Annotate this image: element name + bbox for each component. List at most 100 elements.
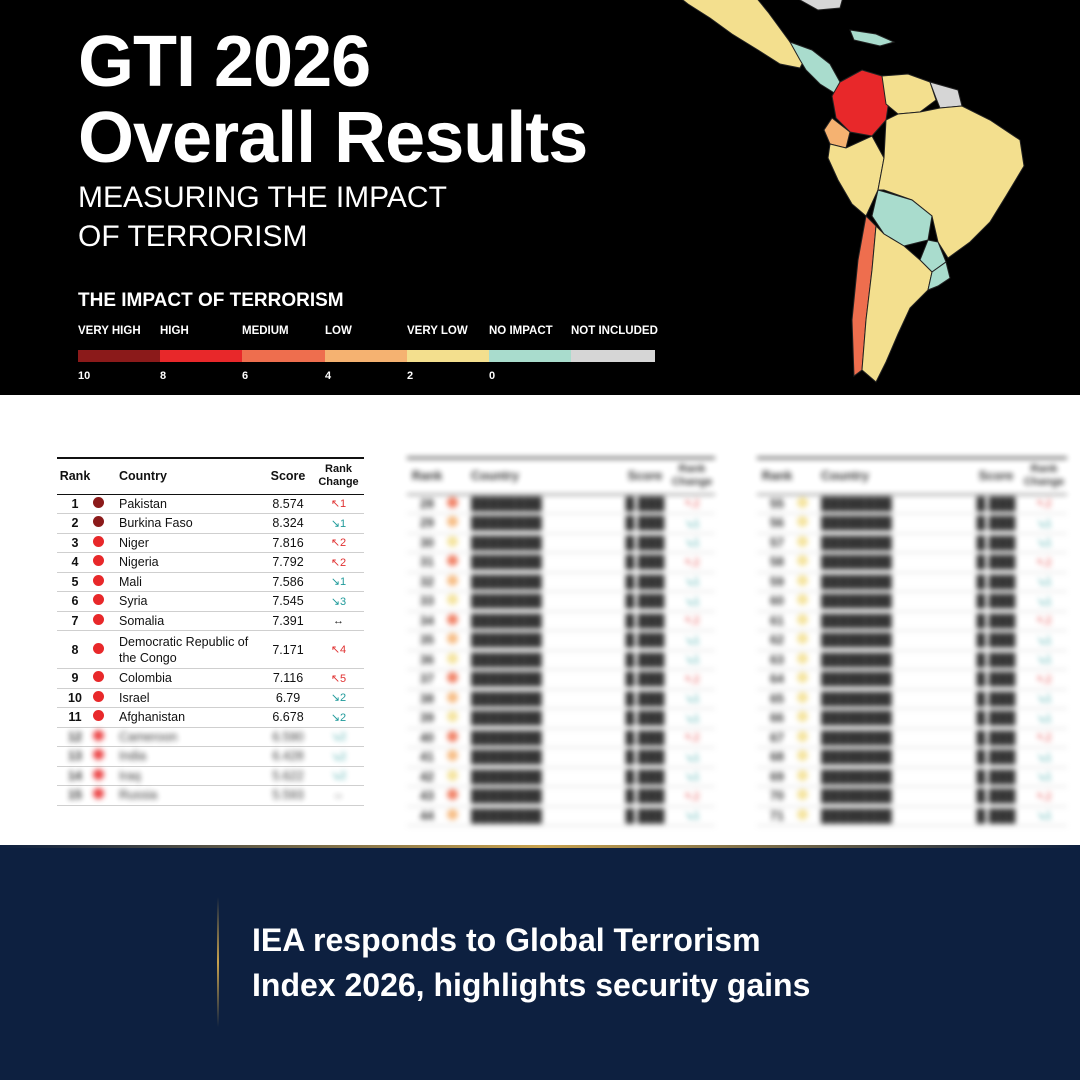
rank-change-cell: ↖4 <box>313 630 364 669</box>
rank-cell: 6 <box>57 591 93 612</box>
map-region-colombia <box>831 69 891 137</box>
impact-dot <box>93 710 104 722</box>
legend-swatch-not-included <box>571 350 655 362</box>
score-cell: 8.574 <box>263 494 313 514</box>
impact-dot-cell <box>93 611 119 631</box>
score-cell: 7.116 <box>263 668 313 689</box>
impact-dot <box>93 642 104 654</box>
rank-cell: 3 <box>57 533 93 553</box>
map-region-brazil <box>877 105 1025 259</box>
legend-scale-0: 0 <box>489 370 496 382</box>
rank-cell: 9 <box>57 668 93 689</box>
table-row-blurred: 34 ████████ █.███ ↖2 <box>407 611 715 631</box>
rank-change-cell: ↘1 <box>313 513 364 534</box>
table-row-blurred: 67 ████████ █.███ ↖2 <box>757 728 1067 748</box>
rank-cell: 11 <box>57 707 93 728</box>
map-region-usa-edge <box>799 0 843 11</box>
country-cell: Afghanistan <box>119 707 263 728</box>
legend-swatch-no-impact <box>489 350 571 362</box>
table-row: 3 Niger 7.816 ↖2 <box>57 533 364 553</box>
impact-dot-cell <box>93 630 119 669</box>
table-row: 8 Democratic Republic of the Congo 7.171 ↖4 <box>57 630 364 669</box>
score-cell: 8.324 <box>263 513 313 534</box>
impact-dot <box>93 690 104 702</box>
subtitle-line-2: OF TERRORISM <box>78 220 308 253</box>
column-header-score: Score <box>263 457 313 495</box>
table-row-blurred: 71 ████████ █.███ ↘1 <box>757 806 1067 826</box>
table-row-blurred: 69 ████████ █.███ ↘1 <box>757 767 1067 787</box>
headline-line-2: Index 2026, highlights security gains <box>252 967 811 1003</box>
score-cell: 6.678 <box>263 707 313 728</box>
table-row-blurred: 36 ████████ █.███ ↘1 <box>407 650 715 670</box>
table-row-blurred: 61 ████████ █.███ ↖2 <box>757 611 1067 631</box>
table-row-blurred: 33 ████████ █.███ ↘1 <box>407 591 715 612</box>
map-region-guianas <box>929 81 963 109</box>
table-row-blurred: 59 ████████ █.███ ↘1 <box>757 572 1067 592</box>
rank-cell: 1 <box>57 494 93 514</box>
rank-cell: 10 <box>57 688 93 708</box>
table-row-blurred: 57 ████████ █.███ ↘1 <box>757 533 1067 553</box>
impact-dot-cell <box>93 591 119 612</box>
impact-dot-cell <box>93 552 119 573</box>
headline-line-1: IEA responds to Global Terrorism <box>252 922 761 958</box>
rankings-table-blurred-rows: 12 Cameroon 6.590 ↘2 13 India 6.428 ↘2 14 Iraq 5… <box>57 727 364 806</box>
score-cell: 7.545 <box>263 591 313 612</box>
country-cell: Burkina Faso <box>119 513 263 534</box>
table-row-blurred: 42 ████████ █.███ ↘1 <box>407 767 715 787</box>
country-cell: Syria <box>119 591 263 612</box>
legend-scale-8: 8 <box>160 370 167 382</box>
impact-dot-cell <box>93 707 119 728</box>
country-cell: Pakistan <box>119 494 263 514</box>
country-cell: Somalia <box>119 611 263 631</box>
impact-dot <box>93 574 104 586</box>
rank-cell: 5 <box>57 572 93 592</box>
score-cell: 7.586 <box>263 572 313 592</box>
legend-scale-10: 10 <box>78 370 91 382</box>
country-cell: Mali <box>119 572 263 592</box>
rank-change-cell: ↖2 <box>313 552 364 573</box>
table-row: 5 Mali 7.586 ↘1 <box>57 572 364 592</box>
americas-map <box>682 0 1025 383</box>
table-row-blurred: 66 ████████ █.███ ↘1 <box>757 708 1067 729</box>
table-header-row: Rank Country Score Rank Change <box>57 457 364 495</box>
page-title-line-2: Overall Results <box>78 98 588 178</box>
country-cell: Democratic Republic of the Congo <box>119 630 263 669</box>
rank-change-cell: ↘2 <box>313 707 364 728</box>
table-row-blurred: 14 Iraq 5.622 ↘2 <box>57 766 364 786</box>
rank-cell: 4 <box>57 552 93 573</box>
legend-scale-4: 4 <box>325 370 332 382</box>
column-header-rank: Rank <box>57 457 93 495</box>
impact-dot <box>93 516 104 528</box>
accent-bar <box>217 897 219 1027</box>
table-row: 2 Burkina Faso 8.324 ↘1 <box>57 513 364 534</box>
table-row-blurred: 32 ████████ █.███ ↘1 <box>407 572 715 592</box>
rank-cell: 8 <box>57 630 93 669</box>
map-region-uruguay <box>927 261 951 291</box>
impact-dot <box>93 555 104 567</box>
rankings-table-body: 1 Pakistan 8.574 ↖1 2 Burkina Faso 8.324 ↘1 3 Nig… <box>57 494 364 728</box>
table-row-blurred: 43 ████████ █.███ ↖2 <box>407 786 715 807</box>
table-row-blurred: 31 ████████ █.███ ↖2 <box>407 552 715 573</box>
table-row-blurred: 39 ████████ █.███ ↘1 <box>407 708 715 729</box>
table-row-blurred: 41 ████████ █.███ ↘1 <box>407 747 715 768</box>
table-row-blurred: 56 ████████ █.███ ↘1 <box>757 513 1067 534</box>
legend-scale-6: 6 <box>242 370 249 382</box>
rank-change-cell: ↖2 <box>313 533 364 553</box>
rankings-table-blurred-3: Rank Country Score Rank Change 55 ████████ █.… <box>757 457 1067 826</box>
rank-change-cell: ↖5 <box>313 668 364 689</box>
table-row-blurred: 15 Russia 5.593 ↔ <box>57 785 364 806</box>
legend-swatch-very-high <box>78 350 160 362</box>
rank-change-cell: ↖1 <box>313 494 364 514</box>
rankings-table-blurred-2: Rank Country Score Rank Change 28 ████████ █.… <box>407 457 715 826</box>
table-row-blurred: 55 ████████ █.███ ↖2 <box>757 494 1067 514</box>
table-row-blurred: 37 ████████ █.███ ↖2 <box>407 669 715 690</box>
score-cell: 6.79 <box>263 688 313 708</box>
page-title-line-1: GTI 2026 <box>78 22 371 102</box>
column-header-country: Country <box>119 457 263 495</box>
map-region-bolivia <box>871 189 933 247</box>
legend-label-low: LOW <box>325 325 352 337</box>
rank-change-cell: ↘2 <box>313 688 364 708</box>
map-region-peru <box>827 135 885 217</box>
legend-scale-2: 2 <box>407 370 414 382</box>
rank-cell: 7 <box>57 611 93 631</box>
